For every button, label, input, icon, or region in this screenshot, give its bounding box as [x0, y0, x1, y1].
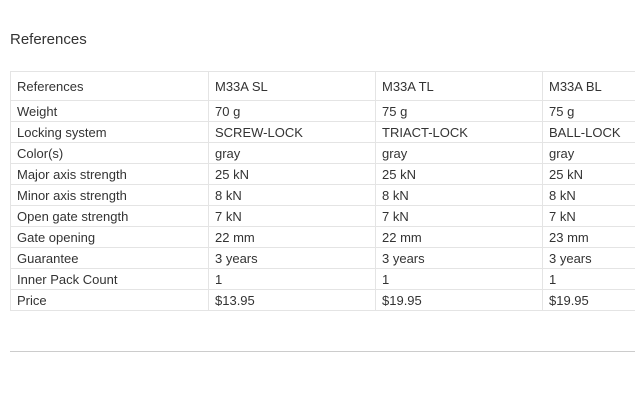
row-label: Color(s)	[10, 142, 209, 164]
table-header-row: References M33A SL M33A TL M33A BL	[10, 71, 635, 101]
table-cell: 3 years	[208, 247, 376, 269]
table-cell: 25 kN	[542, 163, 635, 185]
table-row: Color(s) gray gray gray	[10, 142, 635, 164]
table-cell: 22 mm	[375, 226, 543, 248]
row-label: Minor axis strength	[10, 184, 209, 206]
table-row: Guarantee 3 years 3 years 3 years	[10, 247, 635, 269]
row-label: Gate opening	[10, 226, 209, 248]
table-cell: M33A BL	[542, 71, 635, 101]
table-cell: 1	[208, 268, 376, 290]
table-cell: 8 kN	[375, 184, 543, 206]
table-cell: 70 g	[208, 100, 376, 122]
section-title: References	[10, 31, 87, 48]
table-cell: gray	[375, 142, 543, 164]
row-label: Weight	[10, 100, 209, 122]
table-cell: 75 g	[375, 100, 543, 122]
table-cell: BALL-LOCK	[542, 121, 635, 143]
table-row: Open gate strength 7 kN 7 kN 7 kN	[10, 205, 635, 227]
row-label: References	[10, 71, 209, 101]
table-cell: 25 kN	[375, 163, 543, 185]
table-cell: 75 g	[542, 100, 635, 122]
table-cell: $13.95	[208, 289, 376, 311]
table-cell: 3 years	[542, 247, 635, 269]
table-cell: 7 kN	[208, 205, 376, 227]
references-table: References M33A SL M33A TL M33A BL Weight 70 …	[10, 71, 635, 311]
table-row: Inner Pack Count 1 1 1	[10, 268, 635, 290]
table-row: Locking system SCREW-LOCK TRIACT-LOCK BALL-…	[10, 121, 635, 143]
table-cell: M33A SL	[208, 71, 376, 101]
table-cell: 23 mm	[542, 226, 635, 248]
row-label: Locking system	[10, 121, 209, 143]
table-cell: $19.95	[375, 289, 543, 311]
table-row: Gate opening 22 mm 22 mm 23 mm	[10, 226, 635, 248]
table-cell: SCREW-LOCK	[208, 121, 376, 143]
table-row: Major axis strength 25 kN 25 kN 25 kN	[10, 163, 635, 185]
row-label: Guarantee	[10, 247, 209, 269]
row-label: Inner Pack Count	[10, 268, 209, 290]
table-cell: 8 kN	[208, 184, 376, 206]
table-cell: 8 kN	[542, 184, 635, 206]
table-cell: gray	[542, 142, 635, 164]
table-cell: M33A TL	[375, 71, 543, 101]
table-cell: 1	[542, 268, 635, 290]
table-body: References M33A SL M33A TL M33A BL Weight 70 …	[10, 71, 635, 311]
row-label: Price	[10, 289, 209, 311]
table-row: Price $13.95 $19.95 $19.95	[10, 289, 635, 311]
table-cell: 22 mm	[208, 226, 376, 248]
table-row: Minor axis strength 8 kN 8 kN 8 kN	[10, 184, 635, 206]
row-label: Major axis strength	[10, 163, 209, 185]
table-cell: 7 kN	[375, 205, 543, 227]
row-label: Open gate strength	[10, 205, 209, 227]
table-row: Weight 70 g 75 g 75 g	[10, 100, 635, 122]
table-cell: 1	[375, 268, 543, 290]
divider	[10, 351, 635, 352]
table-cell: 3 years	[375, 247, 543, 269]
table-cell: $19.95	[542, 289, 635, 311]
table-cell: 7 kN	[542, 205, 635, 227]
table-cell: TRIACT-LOCK	[375, 121, 543, 143]
table-cell: 25 kN	[208, 163, 376, 185]
table-cell: gray	[208, 142, 376, 164]
